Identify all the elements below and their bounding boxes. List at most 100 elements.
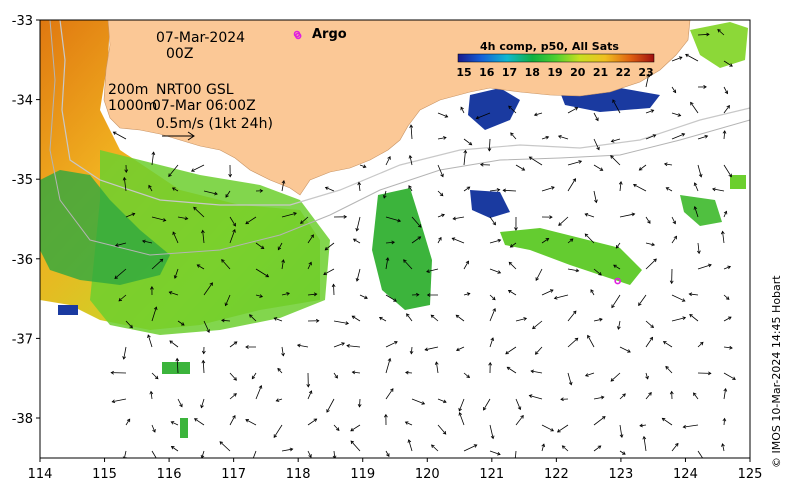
- current-arrow: [463, 260, 469, 270]
- current-arrow: [118, 294, 127, 302]
- current-arrow: [685, 53, 699, 62]
- current-arrow: [463, 186, 471, 192]
- current-arrow: [593, 416, 606, 426]
- colorbar-tick-label: 16: [479, 66, 495, 79]
- colorbar-tick-label: 18: [525, 66, 540, 79]
- current-arrow: [196, 264, 205, 270]
- current-arrow: [515, 164, 526, 171]
- current-arrow: [307, 261, 312, 270]
- current-arrow: [697, 450, 704, 458]
- current-arrow: [324, 186, 335, 192]
- lat-tick-label: -37: [12, 332, 33, 347]
- current-arrow: [437, 136, 447, 140]
- current-arrow: [717, 29, 725, 36]
- current-arrow: [193, 418, 205, 426]
- current-arrow: [275, 398, 283, 402]
- current-arrow: [645, 242, 656, 247]
- current-arrow: [612, 99, 621, 114]
- sst-east-patch: [500, 228, 642, 285]
- current-arrow: [528, 156, 543, 166]
- current-arrow: [697, 263, 712, 270]
- product-label: NRT00 GSL: [156, 82, 234, 98]
- current-arrow: [296, 343, 309, 348]
- current-arrow: [251, 372, 257, 380]
- current-arrow: [114, 242, 127, 247]
- current-arrow: [147, 334, 153, 348]
- current-arrow: [645, 216, 651, 224]
- colorbar-title: 4h comp, p50, All Sats: [480, 40, 619, 53]
- current-arrow: [508, 105, 517, 114]
- sst-speck: [162, 362, 190, 374]
- current-arrow: [557, 135, 569, 140]
- current-arrow: [281, 346, 285, 357]
- current-arrow: [489, 238, 502, 244]
- current-arrow: [723, 60, 733, 67]
- current-arrow: [661, 417, 673, 426]
- current-arrow: [618, 181, 623, 192]
- current-arrow: [593, 190, 598, 204]
- current-arrow: [177, 398, 183, 408]
- current-arrow: [723, 372, 736, 380]
- current-arrow: [424, 346, 439, 352]
- current-arrow: [509, 242, 517, 248]
- current-arrow: [590, 289, 595, 296]
- current-arrow: [173, 268, 179, 279]
- current-arrow: [508, 261, 517, 270]
- current-arrow: [455, 346, 465, 352]
- current-arrow: [434, 361, 439, 374]
- current-arrow: [452, 216, 465, 221]
- lat-tick-label: -36: [12, 253, 33, 268]
- current-arrow: [720, 230, 725, 244]
- depth-1000-label: 1000m: [108, 98, 157, 114]
- current-arrow: [407, 439, 413, 452]
- current-arrow: [567, 337, 579, 348]
- current-arrow: [221, 259, 231, 270]
- current-arrow: [404, 421, 413, 426]
- current-arrow: [149, 390, 154, 400]
- map-hour: 00Z: [166, 46, 193, 62]
- current-arrow: [463, 292, 471, 296]
- current-arrow: [170, 421, 179, 426]
- current-arrow: [671, 86, 677, 94]
- current-arrow: [151, 424, 156, 433]
- current-arrow: [697, 164, 703, 178]
- current-arrow: [645, 372, 649, 380]
- current-arrow: [255, 294, 264, 298]
- current-arrow: [355, 268, 361, 282]
- current-arrow: [475, 112, 491, 120]
- current-arrow: [593, 112, 599, 122]
- current-arrow: [151, 216, 167, 222]
- current-arrow: [151, 258, 164, 270]
- current-arrow: [324, 242, 335, 251]
- current-arrow: [489, 188, 501, 192]
- current-arrow: [331, 283, 336, 296]
- current-arrow: [355, 216, 361, 232]
- current-arrow: [645, 392, 652, 400]
- current-arrow: [593, 268, 602, 276]
- lat-tick-label: -35: [12, 173, 33, 188]
- current-arrow: [671, 112, 682, 117]
- current-arrow: [245, 345, 257, 349]
- current-arrow: [405, 370, 413, 375]
- current-arrow: [460, 106, 465, 114]
- current-arrow: [593, 317, 603, 322]
- axis-ticks: 114 115 116 117 118 119 120 121 122 123 124 125 -33 -…: [12, 14, 763, 482]
- current-arrow: [463, 149, 468, 166]
- current-arrow: [489, 337, 495, 348]
- current-arrow: [385, 240, 395, 245]
- isobath-200m: [59, 20, 750, 206]
- sst-speck: [180, 418, 188, 438]
- lon-tick-label: 121: [479, 467, 504, 482]
- current-arrow: [489, 294, 496, 301]
- current-arrow: [723, 316, 732, 322]
- current-arrow: [671, 216, 676, 225]
- current-arrow: [722, 130, 727, 140]
- lon-tick-label: 120: [415, 467, 440, 482]
- sst-central-eddy: [372, 188, 432, 310]
- current-arrow: [541, 135, 550, 140]
- current-arrow: [323, 268, 335, 276]
- current-arrow: [277, 367, 283, 374]
- current-arrow: [489, 424, 495, 440]
- current-arrow: [306, 372, 311, 388]
- current-arrow: [229, 216, 236, 227]
